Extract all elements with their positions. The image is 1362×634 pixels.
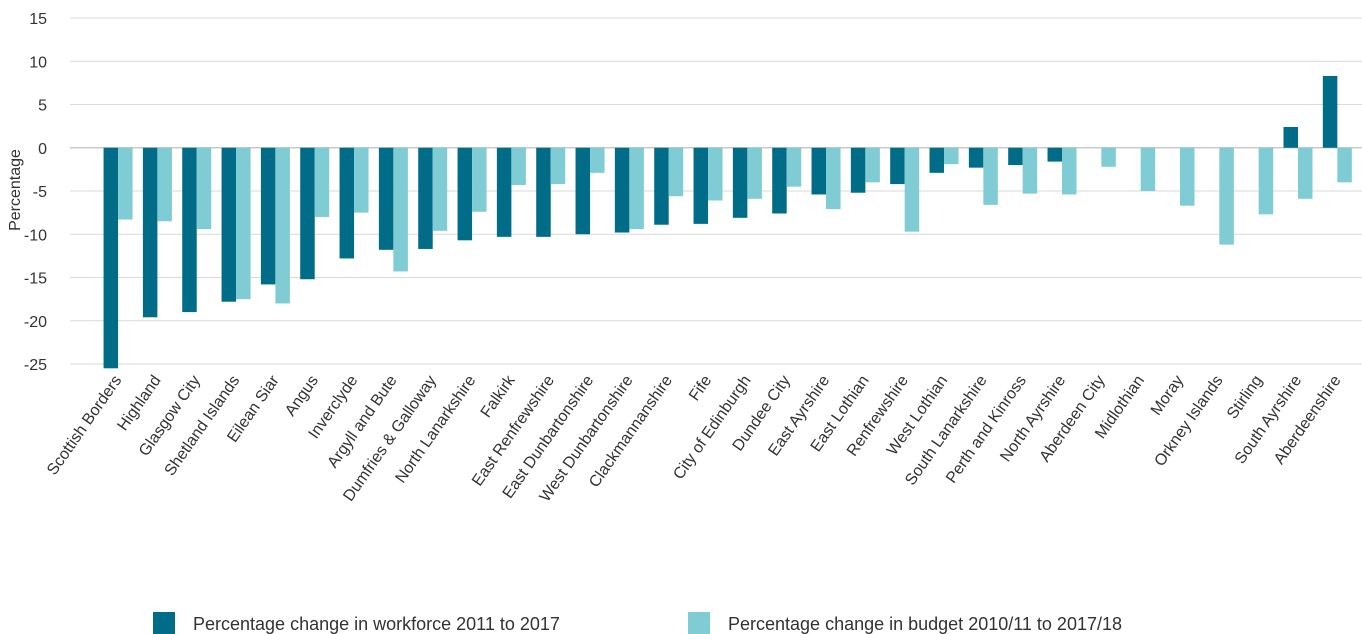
y-tick-label: -20	[24, 314, 47, 331]
bar	[196, 147, 212, 230]
bar	[865, 147, 880, 183]
bar	[1062, 147, 1077, 195]
y-tick-label: 10	[29, 54, 47, 71]
bar	[983, 147, 998, 205]
bar	[354, 147, 369, 213]
x-tick-label: Falkirk	[478, 372, 520, 421]
bar	[772, 147, 787, 214]
bar	[536, 147, 551, 237]
bar	[693, 147, 709, 224]
bar	[103, 147, 119, 369]
bar	[314, 147, 330, 217]
y-axis-label: Percentage	[7, 149, 24, 231]
bar	[708, 147, 723, 201]
bar	[275, 147, 290, 304]
legend-swatch	[688, 612, 710, 634]
bar	[629, 147, 644, 230]
bar	[157, 147, 172, 222]
legend-label: Percentage change in budget 2010/11 to 2…	[728, 614, 1122, 634]
bar	[968, 147, 984, 168]
bar	[890, 147, 905, 185]
y-tick-label: 5	[38, 98, 47, 115]
bar	[1337, 147, 1352, 183]
y-tick-label: -25	[24, 357, 47, 374]
bar	[1022, 147, 1038, 194]
y-tick-label: -15	[24, 271, 47, 288]
bar	[590, 147, 605, 173]
bar	[786, 147, 802, 187]
bar	[1283, 126, 1299, 148]
bar	[472, 147, 487, 212]
x-tick-label: Fife	[686, 372, 715, 404]
bar	[668, 147, 684, 197]
bar	[732, 147, 748, 218]
y-tick-label: 0	[38, 141, 47, 158]
bar	[826, 147, 841, 210]
bar	[1322, 75, 1338, 148]
bar	[614, 147, 630, 233]
bar	[850, 147, 866, 193]
y-tick-label: -5	[33, 184, 47, 201]
x-tick-label: Moray	[1148, 373, 1187, 419]
bar	[904, 147, 920, 232]
bar	[300, 147, 315, 280]
bar	[432, 147, 448, 231]
bar	[1180, 147, 1195, 206]
bar	[1140, 147, 1156, 191]
bar	[654, 147, 669, 225]
bar	[378, 147, 394, 250]
bar	[1258, 147, 1274, 215]
legend-swatch	[153, 612, 175, 634]
bar	[929, 147, 945, 173]
y-tick-label: 15	[29, 11, 47, 28]
bar	[496, 147, 512, 237]
bar	[1047, 147, 1063, 162]
bar	[944, 147, 959, 165]
bar	[575, 147, 591, 235]
bar	[418, 147, 433, 249]
legend-label: Percentage change in workforce 2011 to 2…	[193, 614, 560, 634]
bar	[260, 147, 276, 285]
bar	[1008, 147, 1023, 166]
bar	[1219, 147, 1234, 245]
bar	[118, 147, 133, 220]
bar	[1101, 147, 1116, 167]
bar	[1298, 147, 1313, 199]
bar	[221, 147, 237, 302]
bar	[142, 147, 158, 318]
x-tick-label: Scottish Borders	[44, 373, 125, 479]
bar	[393, 147, 408, 272]
x-tick-label: Stirling	[1224, 373, 1266, 423]
bar	[550, 147, 566, 185]
bar	[457, 147, 473, 241]
bar	[182, 147, 197, 313]
y-tick-label: -10	[24, 227, 47, 244]
bar	[511, 147, 526, 185]
bar	[811, 147, 827, 195]
bar	[747, 147, 762, 199]
bar	[339, 147, 355, 259]
x-tick-label: Angus	[282, 373, 322, 420]
bar	[236, 147, 251, 300]
